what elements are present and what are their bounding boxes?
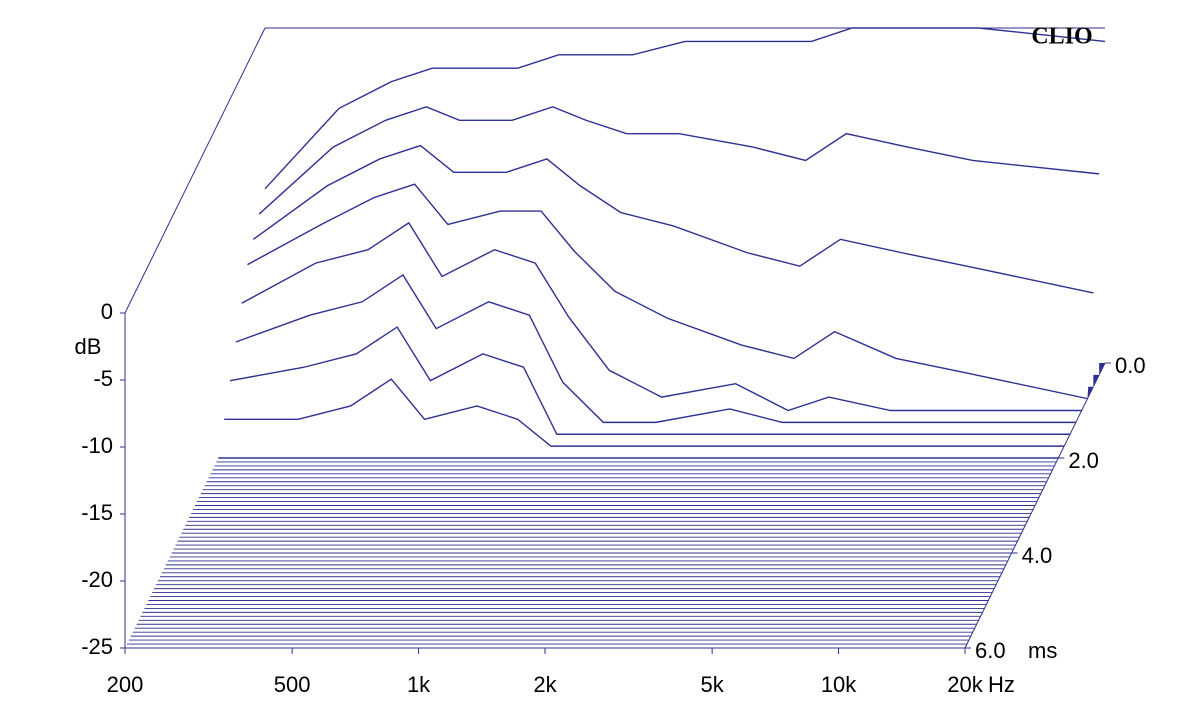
z-unit: ms [1028,638,1057,663]
z-tick-label: 2.0 [1068,448,1099,473]
y-tick-label: -15 [81,500,113,525]
z-tick-label: 6.0 [975,638,1006,663]
slice-fill [230,327,1070,435]
x-unit: Hz [988,672,1015,697]
x-tick-label: 10k [821,672,857,697]
z-tick-label: 4.0 [1022,543,1053,568]
slice-line [229,326,1070,435]
slice-line [224,378,1065,447]
slice-line [235,273,1076,424]
y-tick-label: -5 [93,366,113,391]
y-tick-label: -25 [81,634,113,659]
x-tick-label: 2k [533,672,557,697]
x-tick-label: 500 [274,672,311,697]
slice-line [258,106,1100,215]
x-tick-label: 5k [701,672,725,697]
y-tick-label: 0 [101,299,113,324]
y-tick-label: -10 [81,433,113,458]
z-tick-label: 0.0 [1115,353,1146,378]
slice-line [247,183,1088,400]
frame-line [124,27,266,314]
x-tick-label: 1k [407,672,431,697]
slice-line [264,27,1106,190]
x-tick-label: 20k [947,672,983,697]
slice-fill [224,379,1065,447]
slice-line [252,144,1094,294]
y-tick-label: -20 [81,567,113,592]
x-tick-label: 200 [107,672,144,697]
brand: CLIO [1031,24,1092,50]
slice-line [241,221,1082,412]
y-axis-label: dB [75,334,102,359]
